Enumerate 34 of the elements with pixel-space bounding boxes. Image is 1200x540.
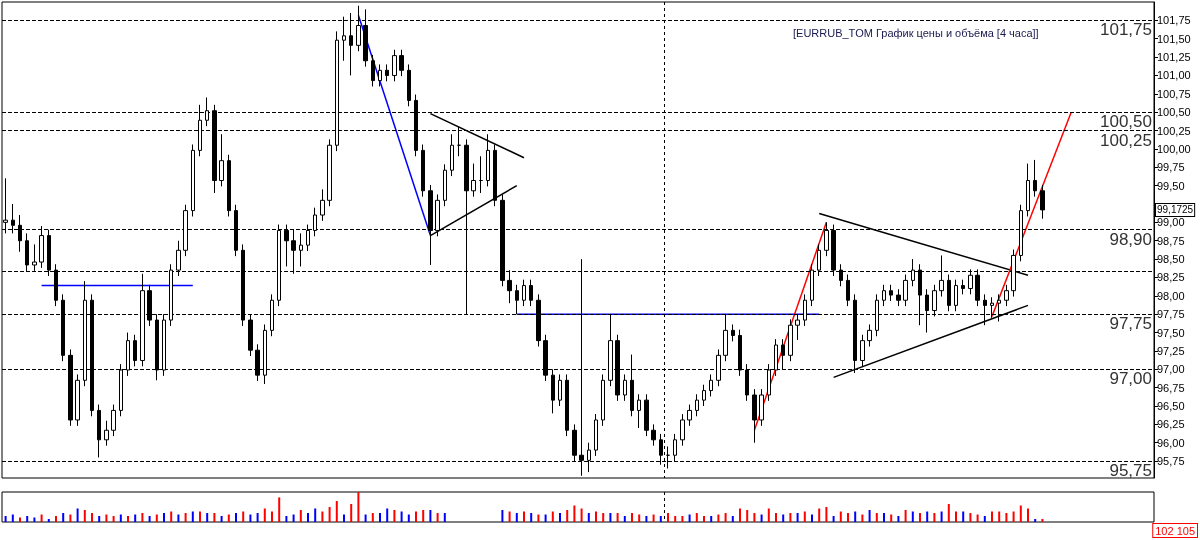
- ref-line-label: 100,25: [1100, 130, 1152, 150]
- y-tick-label: 100,75: [1157, 87, 1191, 100]
- y-tick-label: 101,00: [1157, 69, 1191, 82]
- y-tick-label: 98,00: [1157, 289, 1185, 302]
- y-tick-label: 97,25: [1157, 344, 1185, 357]
- text: 99,1725: [1157, 204, 1194, 216]
- y-tick-label: 96,75: [1157, 381, 1185, 394]
- y-tick-label: 99,50: [1157, 179, 1185, 192]
- ref-line-label: 97,75: [1109, 314, 1152, 334]
- ref-line-label: 97,00: [1109, 369, 1152, 389]
- y-tick-label: 95,75: [1157, 455, 1185, 468]
- text: 102 105: [1155, 524, 1195, 537]
- y-tick-label: 98,25: [1157, 271, 1185, 284]
- y-tick-label: 97,50: [1157, 326, 1185, 339]
- text: [EURRUB_TOM График цены и объёма [4 часа]]: [793, 26, 1039, 39]
- y-tick-label: 98,50: [1157, 253, 1185, 266]
- y-tick-label: 99,00: [1157, 216, 1185, 229]
- y-tick-label: 96,50: [1157, 400, 1185, 413]
- y-tick-label: 98,75: [1157, 234, 1185, 247]
- y-tick-label: 99,75: [1157, 161, 1185, 174]
- ref-line-label: 100,50: [1100, 112, 1152, 132]
- ref-line-label: 98,90: [1109, 229, 1152, 249]
- y-tick-label: 97,75: [1157, 308, 1185, 321]
- y-tick-label: 97,00: [1157, 363, 1185, 376]
- y-tick-label: 101,50: [1157, 32, 1191, 45]
- y-tick-label: 96,25: [1157, 418, 1185, 431]
- ref-line-label: 101,75: [1100, 20, 1152, 40]
- ref-line-label: 95,75: [1109, 461, 1152, 481]
- y-tick-label: 101,75: [1157, 14, 1191, 27]
- y-tick-label: 100,50: [1157, 106, 1191, 119]
- y-tick-label: 96,00: [1157, 436, 1185, 449]
- y-tick-label: 100,25: [1157, 124, 1191, 137]
- y-tick-label: 101,25: [1157, 51, 1191, 64]
- y-tick-label: 100,00: [1157, 142, 1191, 155]
